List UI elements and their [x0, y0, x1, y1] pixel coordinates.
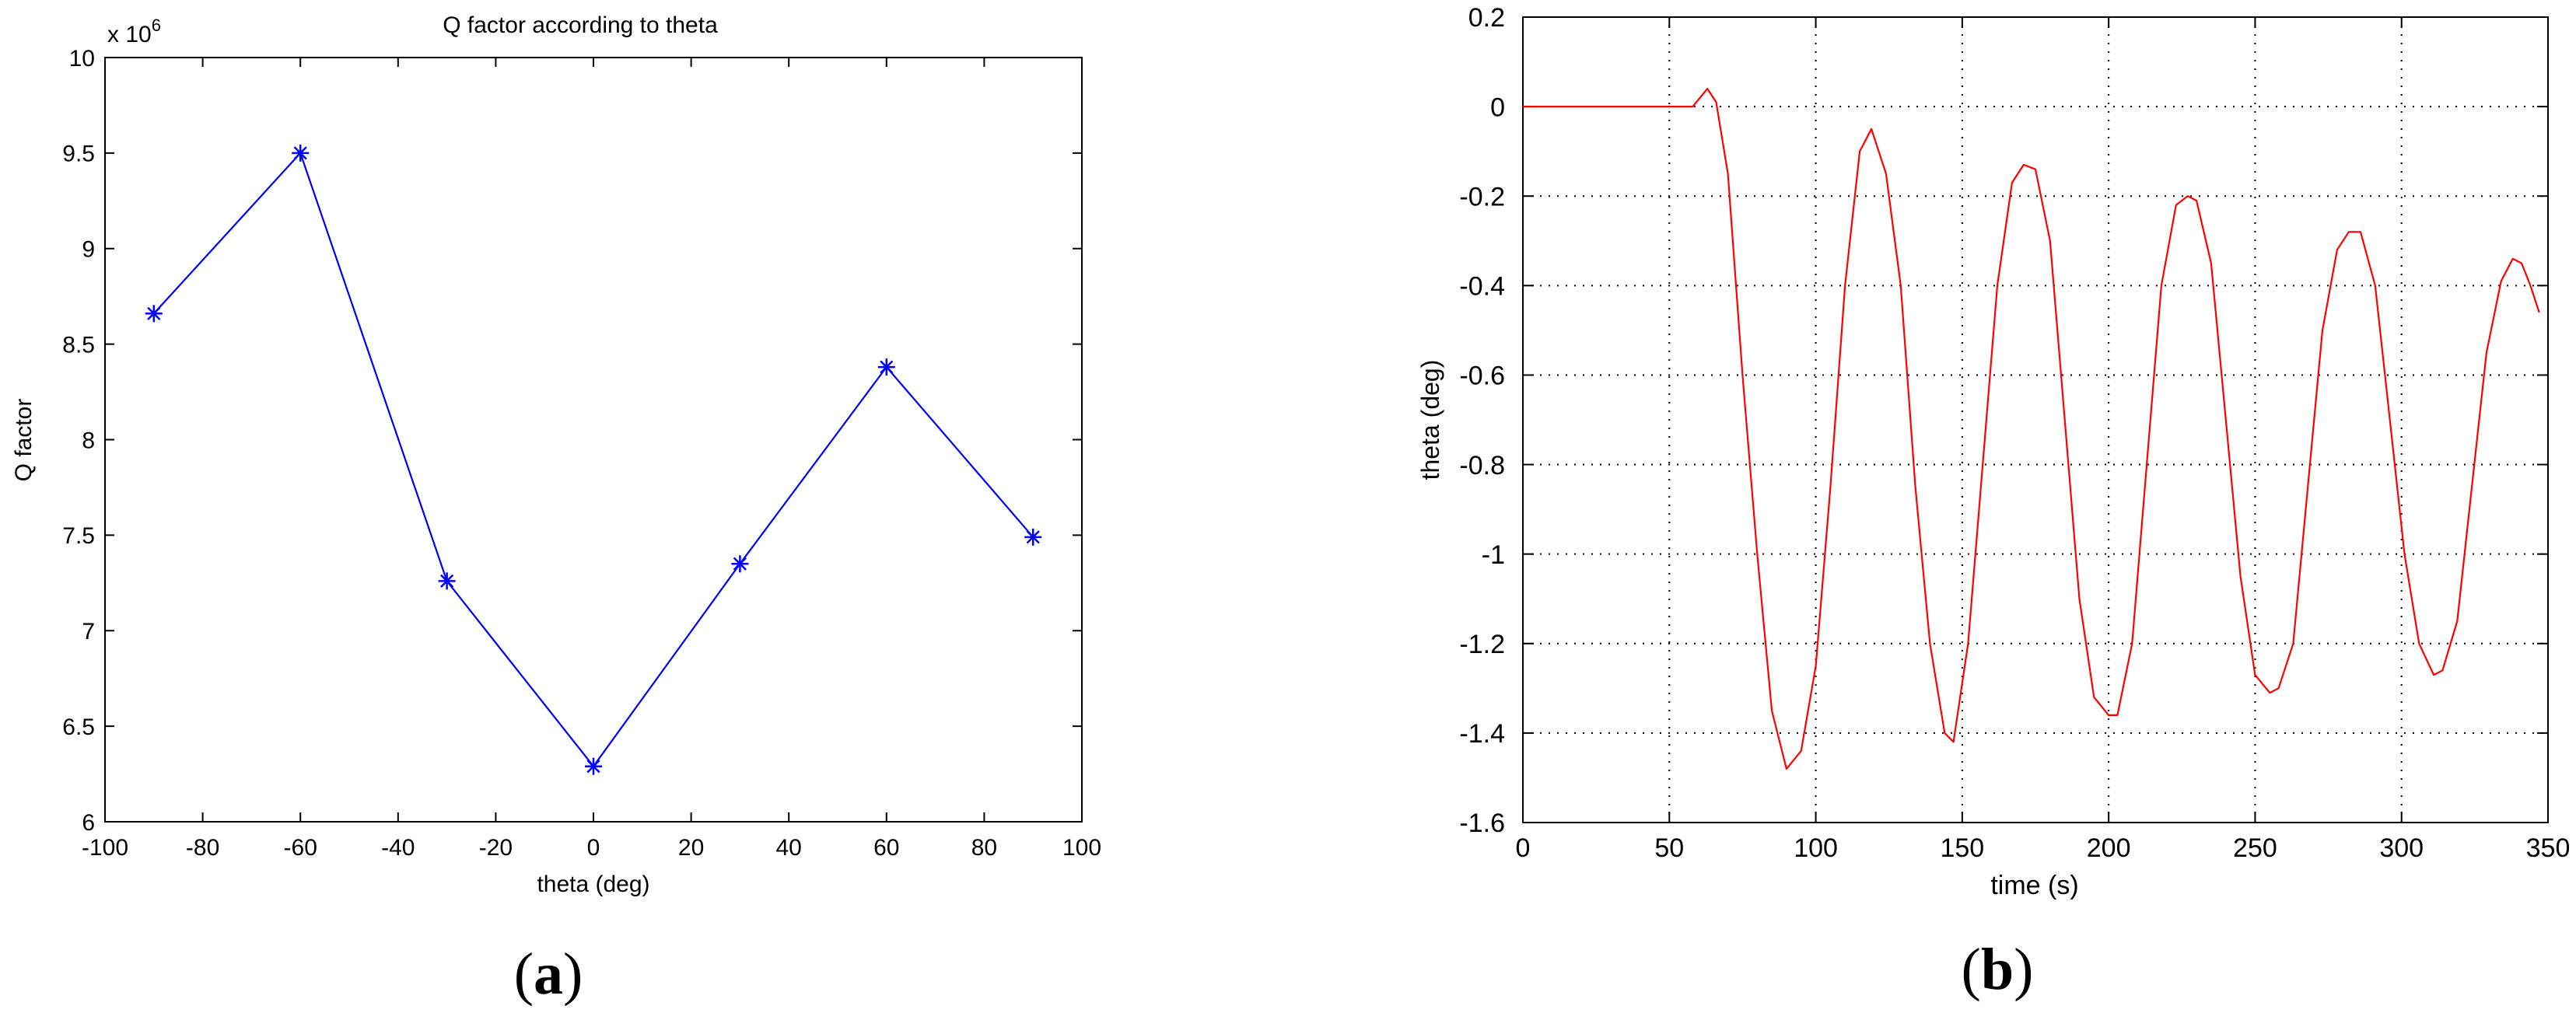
panel-a-data-point: [585, 757, 602, 775]
panel-a-y-exponent-base: x 10: [107, 22, 152, 47]
panel-a-plot-area: [104, 57, 1083, 823]
panel-a-x-tick-label: 40: [776, 835, 802, 861]
panel-a-marker-stroke: [733, 557, 747, 571]
panel-a-y-tick-label: 9.5: [62, 141, 95, 167]
panel-a-marker-stroke: [293, 146, 307, 160]
panel-a-y-axis-label: Q factor: [11, 399, 37, 482]
panel-b-label-letter: b: [1981, 937, 2014, 1002]
panel-a-y-tick-label: 10: [69, 46, 95, 72]
panel-a-chart: Q factor according to theta x 106 -100 -8…: [11, 12, 1101, 1007]
panel-a-label-letter: a: [534, 941, 563, 1007]
panel-a-data-point: [877, 358, 895, 376]
panel-a-marker-stroke: [586, 760, 600, 774]
panel-a-data-point: [145, 305, 163, 323]
panel-a-y-tick-label: 6: [82, 810, 95, 836]
panel-b-x-tick-label: 100: [1794, 833, 1838, 863]
panel-b-x-tick-label: 200: [2087, 833, 2131, 863]
panel-a-title: Q factor according to theta: [443, 12, 718, 38]
panel-b-x-tick-label: 50: [1654, 833, 1684, 863]
panel-b-series-line: [1523, 87, 2540, 770]
panel-a-y-tick-label: 8: [82, 428, 95, 453]
panel-b-series: [1523, 87, 2540, 770]
panel-b-x-axis-label: time (s): [1990, 871, 2078, 900]
panel-a-label: (a): [514, 941, 583, 1007]
panel-a-x-tick-label: 60: [873, 835, 899, 861]
panel-a-y-tick-label: 7.5: [62, 523, 95, 549]
panel-b-y-tick-label: 0: [1490, 93, 1505, 122]
panel-b-y-tick-label: -0.6: [1459, 362, 1505, 391]
panel-b-y-tick-label: -1.6: [1459, 809, 1505, 838]
panel-b-y-tick-label: -1: [1482, 540, 1505, 570]
panel-b-plot-area: [1522, 16, 2549, 823]
panel-b-x-tick-label: 0: [1516, 833, 1531, 863]
panel-a-y-tick-label: 9: [82, 237, 95, 263]
panel-b-x-tick-label: 150: [1940, 833, 1984, 863]
panel-a-y-tick-label: 6.5: [62, 714, 95, 740]
panel-a-y-tick-label: 8.5: [62, 332, 95, 358]
panel-a-x-tick-label: 20: [678, 835, 704, 861]
panel-b-y-axis-label: theta (deg): [1416, 360, 1444, 480]
panel-a-x-tick-label: 80: [971, 835, 997, 861]
panel-a-data-point: [731, 555, 749, 573]
panel-a-y-exponent-power: 6: [152, 16, 161, 35]
panel-b-chart: 0 50 100 150 200 250 300 350 0.2 0 -0.2 -0.4 -0.6 -0.…: [1416, 3, 2570, 1002]
panel-b-x-tick-label: 250: [2233, 833, 2277, 863]
panel-b-label: (b): [1962, 937, 2034, 1002]
panel-b-x-tick-label: 350: [2526, 833, 2571, 863]
panel-a-x-tick-label: -60: [284, 835, 317, 861]
panel-a-y-tick-label: 7: [82, 619, 95, 644]
panel-a-x-tick-label: -40: [381, 835, 415, 861]
panel-b-y-tick-label: 0.2: [1468, 3, 1505, 33]
panel-b-grid: [1523, 17, 2548, 823]
panel-b-y-tick-label: -1.4: [1459, 719, 1505, 749]
panel-b-y-tick-label: -0.2: [1459, 182, 1505, 211]
panel-b-y-tick-label: -1.2: [1459, 630, 1505, 659]
panel-b-y-tick-label: -0.4: [1459, 272, 1505, 302]
panel-a-data-point: [292, 144, 310, 162]
panel-a-marker-stroke: [880, 360, 894, 374]
panel-b-y-tick-label: -0.8: [1459, 451, 1505, 480]
panel-a-y-exponent-label: x 106: [107, 16, 161, 47]
panel-a-x-tick-label: -20: [479, 835, 513, 861]
panel-b-ticks: 0 50 100 150 200 250 300 350 0.2 0 -0.2 -0.4 -0.6 -0.…: [1459, 3, 2570, 863]
panel-a-x-tick-label: -80: [186, 835, 219, 861]
panel-a-ticks: -100 -80 -60 -40 -20 0 20 40 60 80 100 6 6.5 7 7.5 8 8.5…: [62, 46, 1101, 861]
panel-a-marker-stroke: [1026, 530, 1040, 544]
panel-a-x-tick-label: -100: [82, 835, 128, 861]
panel-a-marker-stroke: [440, 574, 454, 588]
panel-a-data-point: [438, 572, 456, 590]
panel-a-x-tick-label: 100: [1062, 835, 1101, 861]
panel-b-x-tick-label: 300: [2379, 833, 2424, 863]
panel-a-x-tick-label: 0: [587, 835, 600, 861]
panel-a-data-point: [1024, 528, 1042, 546]
panel-a-x-axis-label: theta (deg): [537, 872, 649, 897]
panel-a-series: [145, 144, 1042, 775]
panel-a-marker-stroke: [147, 306, 161, 320]
